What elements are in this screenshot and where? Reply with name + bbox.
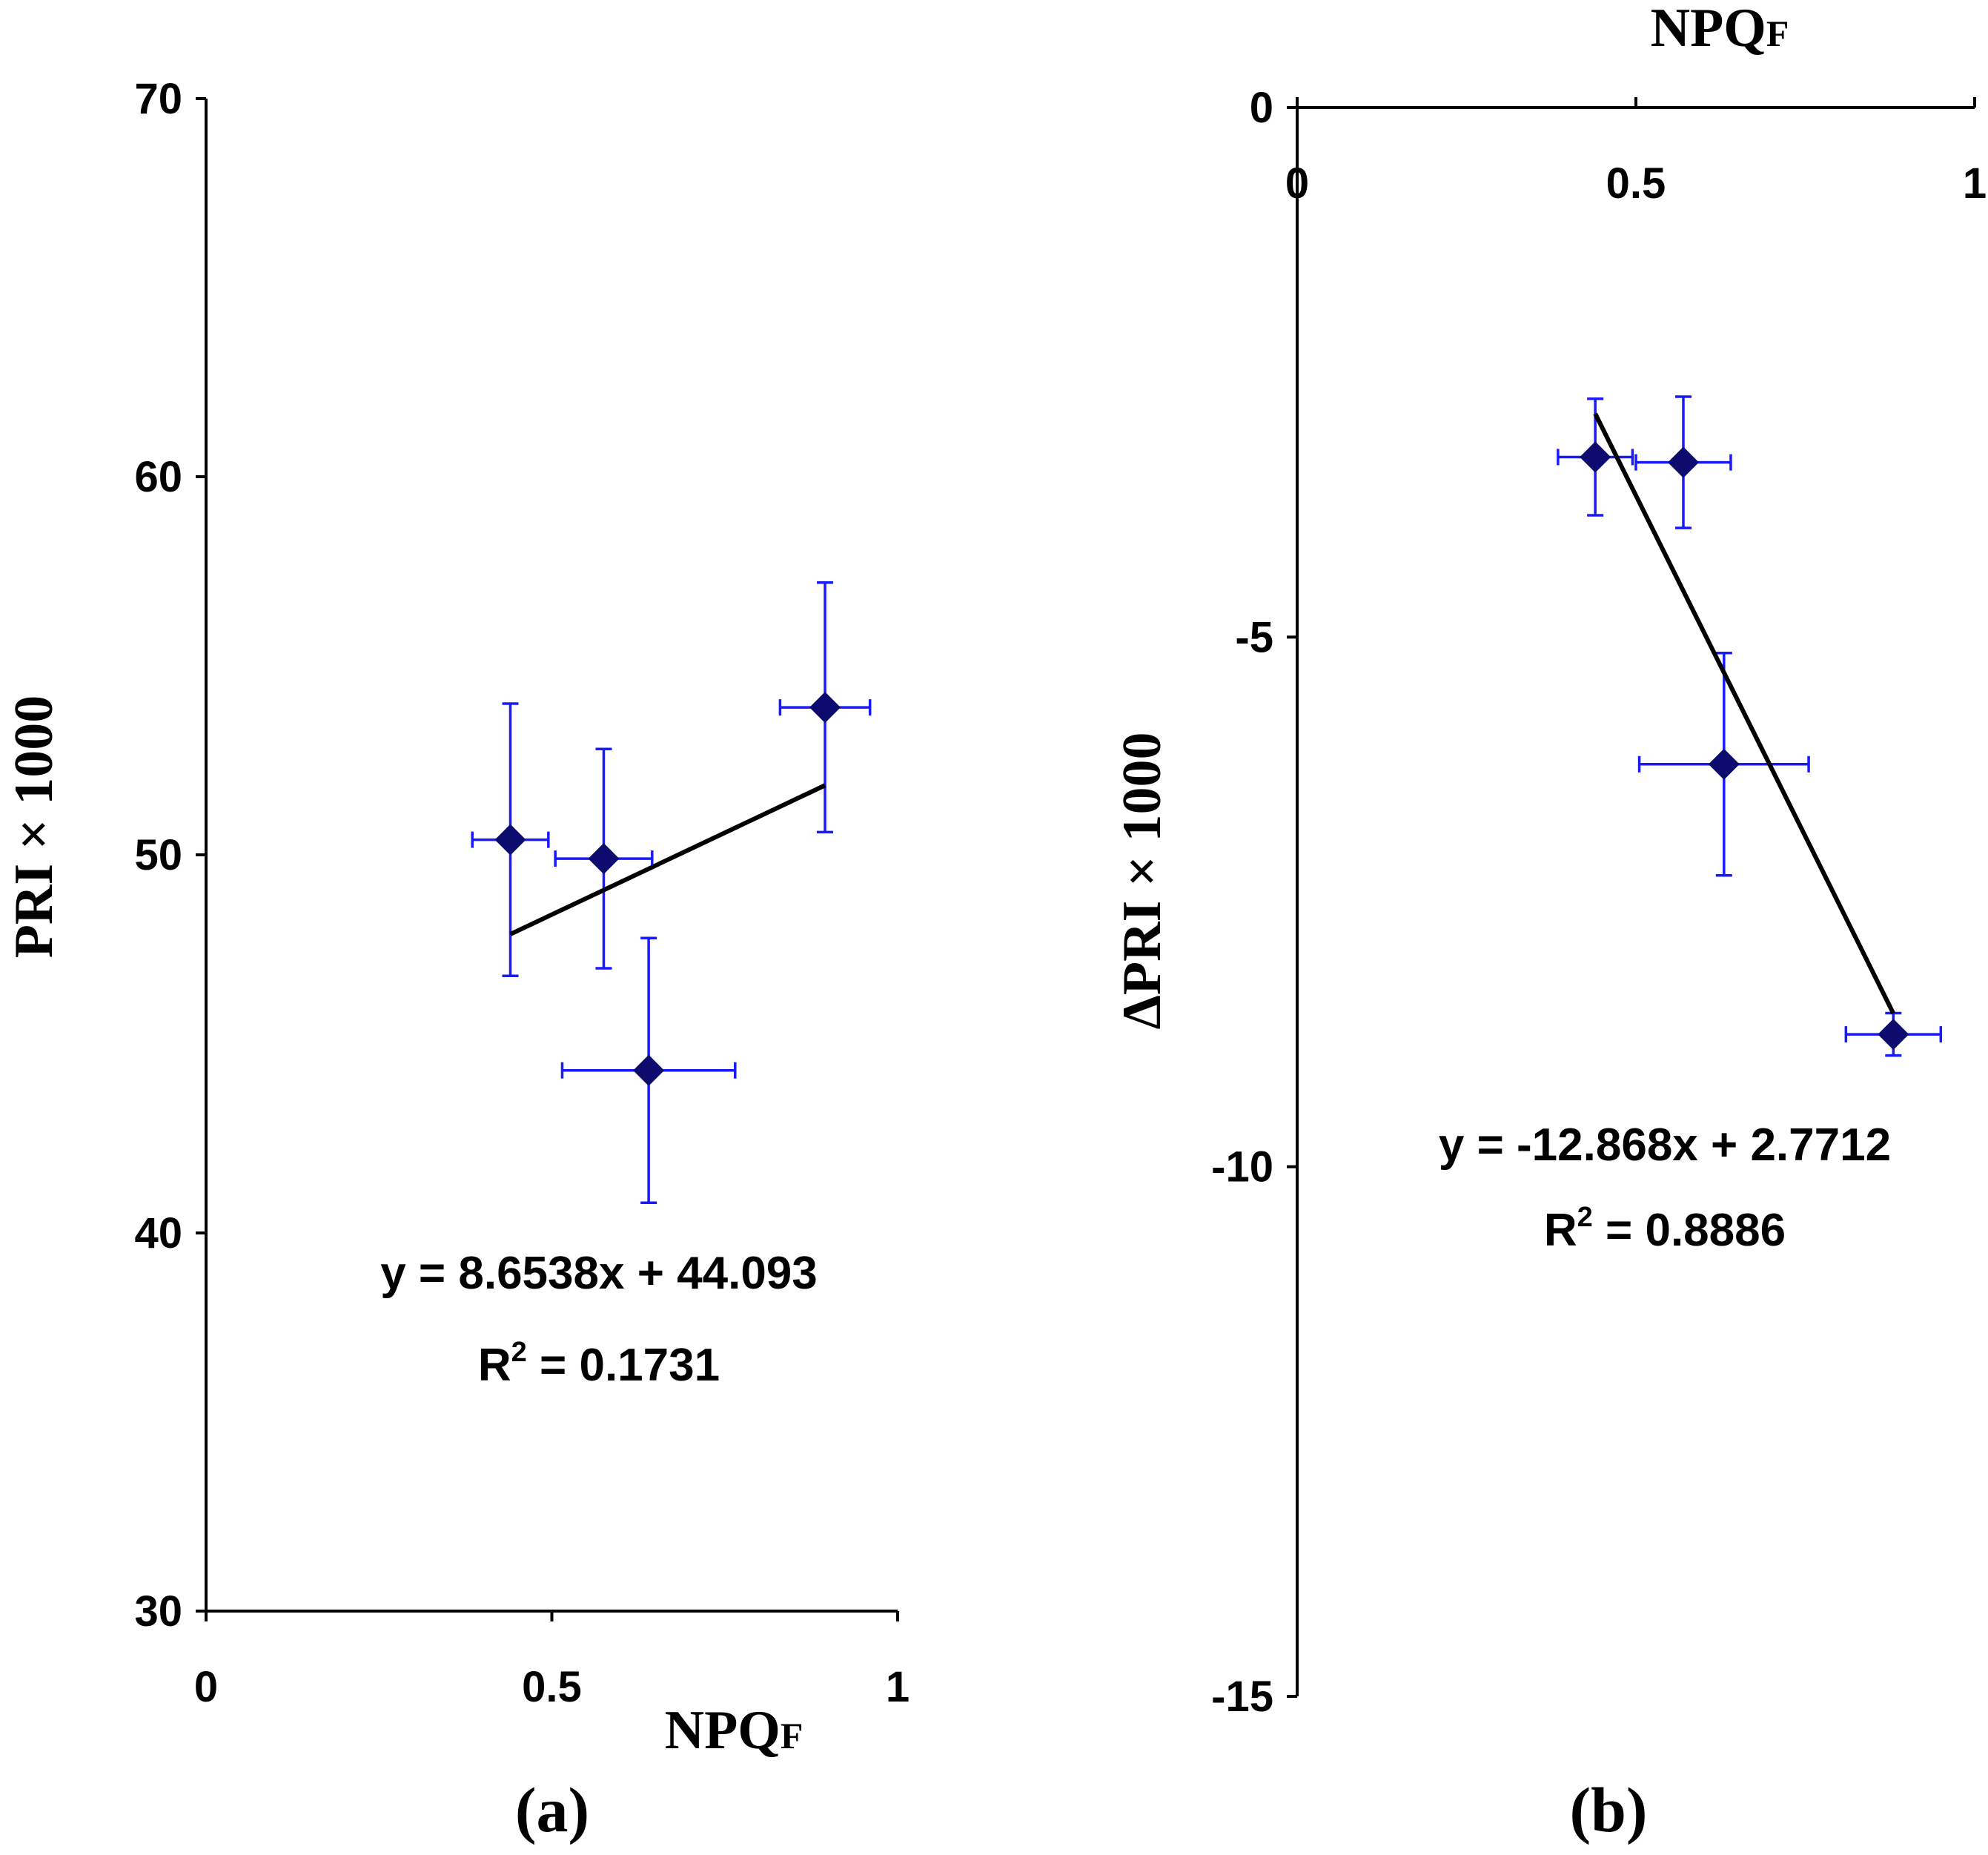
panel-a-y-tick-label: 50	[134, 831, 182, 879]
panel-a-y-ticks: 30 40 50 60 70	[134, 75, 206, 1636]
panel-a-markers	[494, 692, 841, 1086]
panel-b-equation: y = -12.868x + 2.7712	[1439, 1120, 1891, 1171]
panel-b-data-point	[1708, 748, 1740, 780]
panel-b-trendline	[1593, 412, 1896, 1015]
panel-b-y-tick-label: -10	[1211, 1143, 1273, 1191]
panel-a-x-ticks: 0 0.5 1	[194, 1611, 909, 1711]
panel-b-y-axis-title: ΔPRI × 1000	[1112, 732, 1173, 1029]
panel-b-y-tick-label: -15	[1211, 1673, 1273, 1721]
panel-a-data-point	[494, 824, 526, 856]
panel-b-x-tick-label: 0.5	[1606, 159, 1666, 208]
panel-a-y-tick-label: 30	[134, 1587, 182, 1636]
panel-a-error-bars	[471, 581, 872, 1204]
panel-b-y-tick-label: -5	[1235, 613, 1273, 661]
panel-b-y-tick-label: 0	[1250, 84, 1273, 132]
panel-b-y-ticks: 0 -5 -10 -15	[1211, 84, 1297, 1721]
panel-a-data-point	[809, 692, 841, 724]
panel-b-r2-label: R	[1544, 1205, 1577, 1256]
panel-b-r2-sup: 2	[1577, 1202, 1593, 1233]
panel-a-label: (a)	[515, 1774, 589, 1845]
panel-b-x-ticks: 0 0.5 1	[1285, 97, 1987, 208]
panel-a-x-tick-label: 0.5	[522, 1663, 582, 1711]
panel-b-data-point	[1580, 441, 1611, 473]
panel-a-x-title-sub: F	[781, 1715, 804, 1756]
panel-a-r2-value: = 0.1731	[527, 1340, 720, 1391]
panel-a-r2-sup: 2	[511, 1337, 527, 1368]
panel-b-x-tick-label: 0	[1285, 159, 1309, 208]
panel-a-data-point	[633, 1054, 665, 1086]
panel-a-y-tick-label: 70	[134, 75, 182, 123]
panel-b-markers	[1580, 441, 1909, 1051]
panel-a-r2-label: R	[478, 1340, 511, 1391]
panel-a-equation: y = 8.6538x + 44.093	[380, 1248, 818, 1299]
panel-a-x-title-main: NPQ	[665, 1700, 781, 1761]
panel-b: 0-5-10-15 0 0.5 1 y = -12.868x + 2.7712 R2…	[1112, 0, 1987, 1845]
panel-b-r2: R2 = 0.8886	[1544, 1202, 1786, 1256]
panel-a-x-axis-title: NPQF	[665, 1700, 804, 1761]
panel-b-data-point	[1878, 1019, 1909, 1051]
panel-a-y-tick-label: 60	[134, 453, 182, 501]
panel-a-x-tick-label: 1	[886, 1663, 909, 1711]
panel-a-r2: R2 = 0.1731	[478, 1337, 720, 1391]
panel-b-r2-value: = 0.8886	[1593, 1205, 1786, 1256]
panel-a-data-point	[588, 843, 620, 875]
panel-a-x-tick-label: 0	[194, 1663, 218, 1711]
panel-b-x-title-sub: F	[1766, 13, 1789, 54]
panel-b-data-point	[1667, 446, 1699, 478]
panel-b-x-axis-title: NPQF	[1651, 0, 1789, 59]
panel-a-y-axis-title: PRI × 1000	[4, 695, 64, 959]
panel-a-y-tick-label: 40	[134, 1209, 182, 1257]
panel-b-x-title-main: NPQ	[1651, 0, 1766, 59]
panel-b-label: (b)	[1569, 1774, 1647, 1845]
panel-a-trendline	[509, 783, 826, 936]
panel-b-x-tick-label: 1	[1963, 159, 1987, 208]
